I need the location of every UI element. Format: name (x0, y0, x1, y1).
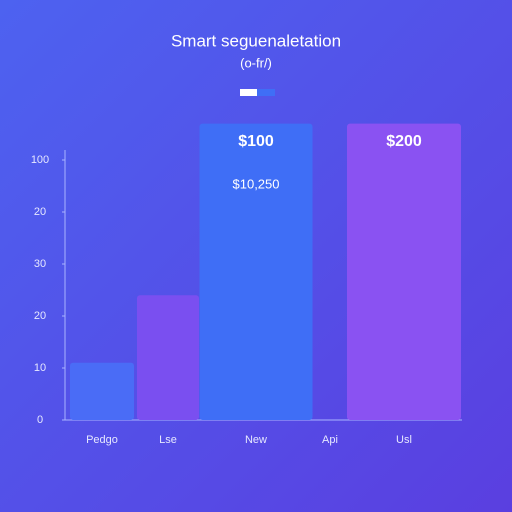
annotation: $100 (238, 133, 274, 150)
x-tick-label: Pedgo (86, 434, 118, 446)
y-tick-label: 20 (34, 206, 46, 218)
bar (199, 123, 313, 420)
y-tick-label: 10 (34, 362, 46, 374)
legend-swatch (257, 89, 275, 96)
bar (347, 123, 461, 420)
bar (70, 362, 134, 420)
x-tick-label: Lse (159, 434, 177, 446)
y-tick-label: 20 (34, 310, 46, 322)
legend-swatch (240, 89, 257, 96)
x-tick-label: New (245, 434, 267, 446)
chart-subtitle: (o-fr/) (240, 55, 272, 70)
y-tick-label: 100 (31, 154, 49, 166)
bar (137, 295, 199, 420)
y-tick-label: 0 (37, 414, 43, 426)
annotation: $200 (386, 133, 422, 150)
y-tick-label: 30 (34, 258, 46, 270)
annotation: $10,250 (233, 176, 280, 191)
chart-title: Smart seguenaletation (171, 31, 341, 50)
x-tick-label: Usl (396, 434, 412, 446)
x-tick-label: Api (322, 434, 338, 446)
